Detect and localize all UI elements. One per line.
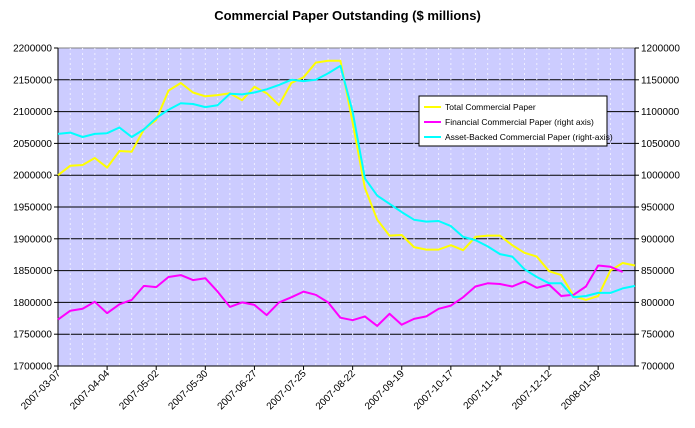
y-right-tick-label: 1000000 bbox=[641, 171, 680, 182]
y-right-tick-label: 1100000 bbox=[641, 107, 680, 118]
y-left-tick-label: 1850000 bbox=[13, 266, 52, 277]
y-right-tick-label: 950000 bbox=[641, 203, 675, 214]
y-left-tick-label: 2200000 bbox=[13, 44, 52, 55]
abcp-line bbox=[57, 64, 636, 299]
x-tick-label: 2007-05-30 bbox=[166, 368, 210, 412]
y-left-tick-label: 2050000 bbox=[13, 139, 52, 150]
x-tick-label: 2007-10-17 bbox=[412, 368, 456, 412]
y-right-tick-label: 900000 bbox=[641, 234, 675, 245]
x-tick-label: 2007-08-22 bbox=[314, 368, 358, 412]
y-right-tick-label: 1050000 bbox=[641, 139, 680, 150]
financial-cp-line bbox=[57, 264, 624, 327]
y-left-tick-label: 2100000 bbox=[13, 107, 52, 118]
x-tick-label: 2007-03-07 bbox=[19, 368, 63, 412]
y-left-tick-label: 1950000 bbox=[13, 203, 52, 214]
series-layer bbox=[57, 59, 636, 327]
y-right-tick-label: 1200000 bbox=[641, 44, 680, 55]
legend-label: Asset-Backed Commercial Paper (right-axi… bbox=[445, 132, 613, 142]
y-right-tick-label: 750000 bbox=[641, 330, 675, 341]
y-left-tick-label: 2150000 bbox=[13, 75, 52, 86]
chart-title: Commercial Paper Outstanding ($ millions… bbox=[214, 8, 481, 23]
x-tick-label: 2008-01-09 bbox=[559, 368, 603, 412]
x-tick-label: 2007-06-27 bbox=[216, 368, 260, 412]
y-left-tick-label: 1800000 bbox=[13, 298, 52, 309]
y-left-tick-label: 1900000 bbox=[13, 234, 52, 245]
legend-label: Financial Commercial Paper (right axis) bbox=[445, 117, 594, 127]
y-left-tick-label: 1700000 bbox=[13, 362, 52, 373]
y-left-tick-label: 1750000 bbox=[13, 330, 52, 341]
y-right-tick-label: 700000 bbox=[641, 362, 675, 373]
legend-box bbox=[418, 95, 608, 147]
x-tick-label: 2007-07-25 bbox=[265, 368, 309, 412]
x-tick-label: 2007-05-02 bbox=[117, 368, 161, 412]
x-tick-label: 2007-11-14 bbox=[462, 368, 506, 412]
y-left-tick-label: 2000000 bbox=[13, 171, 52, 182]
legend: Total Commercial Paper Financial Commerci… bbox=[418, 95, 613, 147]
legend-label: Total Commercial Paper bbox=[445, 102, 536, 112]
x-tick-label: 2007-12-12 bbox=[510, 368, 554, 412]
x-tick-label: 2007-09-19 bbox=[363, 368, 407, 412]
x-tick-label: 2007-04-04 bbox=[68, 368, 112, 412]
y-right-tick-label: 1150000 bbox=[641, 75, 680, 86]
y-right-tick-label: 850000 bbox=[641, 266, 675, 277]
y-right-tick-label: 800000 bbox=[641, 298, 675, 309]
